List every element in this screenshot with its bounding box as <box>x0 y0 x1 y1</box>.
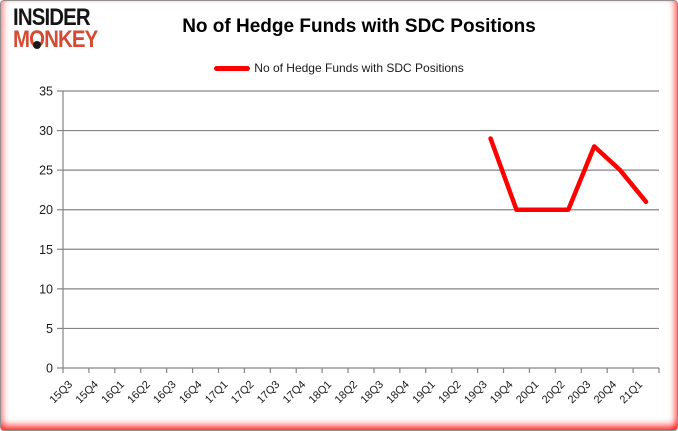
chart-title: No of Hedge Funds with SDC Positions <box>182 16 536 37</box>
x-axis-tick-label: 20Q3 <box>566 379 594 407</box>
legend-series-label: No of Hedge Funds with SDC Positions <box>254 61 464 75</box>
y-axis-tick-label: 15 <box>39 243 53 257</box>
y-axis-tick-label: 35 <box>39 85 53 99</box>
insider-monkey-logo: INSIDER MONKEY <box>13 4 112 53</box>
x-axis-tick-label: 17Q2 <box>229 379 257 407</box>
monkey-eye-icon <box>33 41 41 49</box>
y-axis-tick-label: 10 <box>39 282 53 296</box>
x-axis-tick-label: 16Q4 <box>177 379 205 407</box>
x-axis-tick-label: 19Q2 <box>436 379 464 407</box>
y-axis-tick-label: 0 <box>46 362 53 376</box>
y-axis-tick-label: 25 <box>39 164 53 178</box>
x-axis-tick-label: 17Q4 <box>281 379 309 407</box>
logo-word-monkey: MONKEY <box>13 26 98 53</box>
x-axis-tick-label: 16Q1 <box>99 379 127 407</box>
x-axis-tick-label: 15Q3 <box>48 379 76 407</box>
x-axis-tick-label: 18Q2 <box>333 379 361 407</box>
x-axis-tick-label: 18Q1 <box>307 379 335 407</box>
x-axis-tick-label: 16Q3 <box>151 379 179 407</box>
x-axis-tick-label: 20Q2 <box>540 379 568 407</box>
x-axis-tick-label: 20Q1 <box>514 379 542 407</box>
x-axis-tick-label: 21Q1 <box>618 379 646 407</box>
x-axis-tick-label: 20Q4 <box>592 379 620 407</box>
x-axis-tick-label: 19Q4 <box>488 379 516 407</box>
x-axis-tick-label: 19Q1 <box>410 379 438 407</box>
y-axis-tick-label: 30 <box>39 124 53 138</box>
legend-line-swatch <box>214 65 251 71</box>
x-axis-tick-label: 17Q3 <box>255 379 283 407</box>
logo-word-insider: INSIDER <box>13 4 91 31</box>
chart-legend: No of Hedge Funds with SDC Positions <box>1 61 677 75</box>
x-axis-tick-label: 15Q4 <box>73 379 101 407</box>
y-axis-tick-label: 5 <box>46 322 53 336</box>
series-line <box>488 136 649 212</box>
x-axis-tick-label: 18Q4 <box>384 379 412 407</box>
x-axis-tick-label: 18Q3 <box>359 379 387 407</box>
x-axis-tick-label: 16Q2 <box>125 379 153 407</box>
y-axis-tick-label: 20 <box>39 203 53 217</box>
x-axis-tick-label: 19Q3 <box>462 379 490 407</box>
x-axis-tick-label: 17Q1 <box>203 379 231 407</box>
